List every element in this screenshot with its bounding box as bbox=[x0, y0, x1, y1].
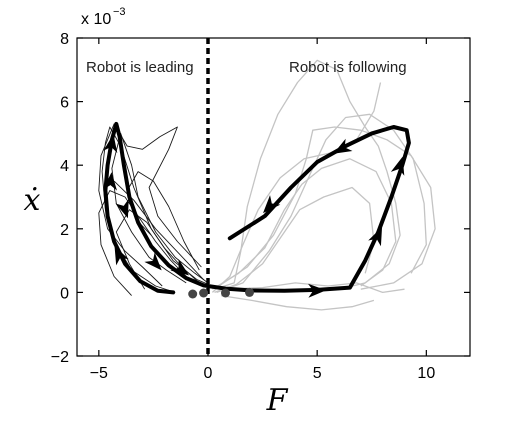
y-tick-label: −2 bbox=[51, 349, 69, 366]
following-trial-line bbox=[220, 294, 375, 311]
direction-arrow bbox=[103, 134, 118, 153]
following-trials bbox=[211, 59, 436, 311]
annotation-following: Robot is following bbox=[289, 59, 407, 76]
y-tick-label: 0 bbox=[60, 285, 69, 302]
direction-arrow bbox=[307, 283, 327, 298]
direction-arrow bbox=[170, 259, 190, 276]
following-trial-line bbox=[211, 82, 382, 293]
direction-arrow bbox=[144, 252, 162, 271]
x-axis-label: F bbox=[266, 383, 289, 418]
following-trial-line bbox=[218, 126, 436, 290]
mean-trajectory bbox=[103, 121, 411, 295]
direction-arrow bbox=[390, 156, 405, 176]
y-tick-label: 8 bbox=[60, 31, 69, 48]
end-markers bbox=[188, 287, 254, 299]
following-trial-line bbox=[214, 59, 401, 290]
y-multiplier-label: x 10 bbox=[81, 11, 111, 28]
following-trial-line bbox=[214, 186, 375, 294]
leading-trial-line bbox=[98, 190, 187, 296]
following-trial-line bbox=[212, 158, 397, 290]
direction-arrows bbox=[103, 134, 405, 298]
following-trial-line bbox=[225, 282, 405, 294]
axes-box bbox=[76, 37, 471, 357]
y-axis-label: ẋ bbox=[24, 183, 41, 218]
end-marker bbox=[221, 288, 230, 298]
direction-arrow bbox=[114, 246, 129, 266]
x-tick-label: 5 bbox=[313, 365, 322, 382]
end-marker bbox=[188, 289, 198, 299]
axis-ticks: −5 0 5 10 −2 0 2 4 6 8 bbox=[51, 31, 470, 382]
following-trial-line bbox=[216, 113, 427, 294]
y-multiplier-exponent: −3 bbox=[113, 6, 126, 18]
y-tick-label: 4 bbox=[60, 158, 69, 175]
y-tick-label: 6 bbox=[60, 95, 69, 112]
annotation-leading: Robot is leading bbox=[86, 59, 194, 76]
direction-arrow bbox=[103, 172, 118, 191]
mean-trajectory-line bbox=[103, 121, 411, 295]
direction-arrow bbox=[263, 195, 281, 214]
y-tick-label: 2 bbox=[60, 222, 69, 239]
direction-arrow bbox=[115, 198, 129, 219]
x-tick-label: −5 bbox=[90, 365, 108, 382]
leading-trial-line bbox=[98, 123, 202, 287]
direction-arrow bbox=[368, 227, 383, 247]
x-tick-label: 10 bbox=[417, 365, 435, 382]
end-marker bbox=[245, 287, 254, 297]
end-marker bbox=[199, 288, 209, 298]
direction-arrow bbox=[333, 138, 353, 154]
x-tick-label: 0 bbox=[204, 365, 213, 382]
